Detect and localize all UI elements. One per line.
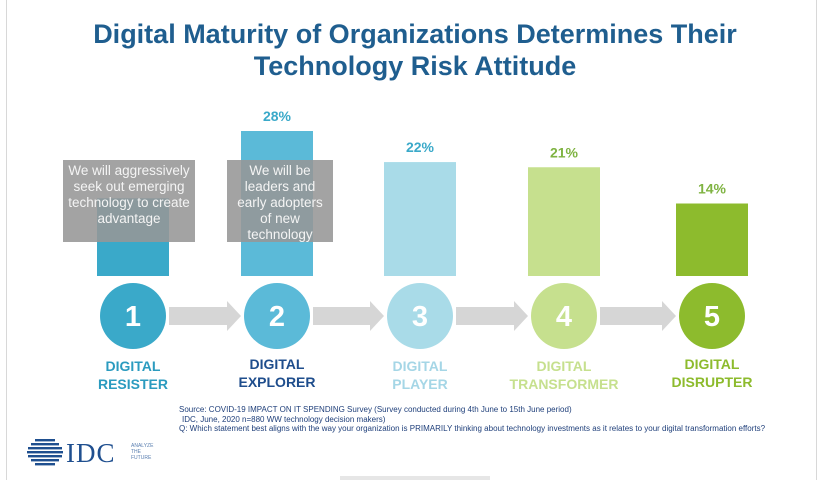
callout-stage-1: We will aggressively seek out emerging t…: [63, 160, 195, 242]
stage-label-3: DIGITAL PLAYER: [392, 358, 448, 392]
circle-number-5: 5: [704, 301, 720, 333]
idc-globe-icon: [27, 439, 63, 466]
value-label-stage-3: 22%: [406, 139, 435, 155]
stage-label-5: DIGITAL DISRUPTER: [671, 356, 753, 390]
stage-label-1: DIGITAL RESISTER: [97, 358, 168, 392]
frame-right-border: [816, 0, 817, 480]
source-line-1: Source: COVID-19 IMPACT ON IT SPENDING S…: [179, 405, 572, 414]
arrow-3-to-4: [456, 301, 528, 331]
arrow-2-to-3: [313, 301, 384, 331]
idc-logo-tagline: ANALYZE THE FUTURE: [131, 443, 154, 461]
circle-number-1: 1: [125, 301, 141, 333]
bar-stage-3: [384, 162, 456, 276]
source-line-2: IDC, June, 2020 n=880 WW technology deci…: [182, 414, 386, 424]
bar-stage-5: [676, 203, 748, 276]
value-label-stage-4: 21%: [550, 144, 579, 160]
frame-left-border: [6, 0, 7, 480]
circle-number-3: 3: [412, 301, 428, 333]
bar-stage-4: [528, 167, 600, 276]
source-note: Source: COVID-19 IMPACT ON IT SPENDING S…: [179, 405, 779, 434]
circle-stage-2: [244, 283, 310, 349]
circle-stage-5: [679, 283, 745, 349]
circle-stage-1: [100, 283, 166, 349]
circle-stage-3: [387, 283, 453, 349]
bottom-scroll-bar: [340, 476, 490, 480]
circle-stage-4: [531, 283, 597, 349]
value-label-stage-2: 28%: [263, 108, 292, 124]
stage-label-4: DIGITAL TRANSFORMER: [509, 358, 619, 392]
arrow-4-to-5: [600, 301, 676, 331]
idc-logo-text: IDC: [66, 438, 116, 468]
circle-number-2: 2: [269, 301, 285, 333]
stage-label-2: DIGITAL EXPLORER: [238, 356, 316, 390]
chart-title: Digital Maturity of Organizations Determ…: [93, 19, 737, 81]
arrow-1-to-2: [169, 301, 241, 331]
circle-number-4: 4: [556, 301, 572, 333]
callout-stage-2: We will be leaders and early adopters of…: [227, 160, 333, 242]
source-line-3: Q: Which statement best aligns with the …: [179, 424, 766, 433]
value-label-stage-5: 14%: [698, 181, 727, 197]
